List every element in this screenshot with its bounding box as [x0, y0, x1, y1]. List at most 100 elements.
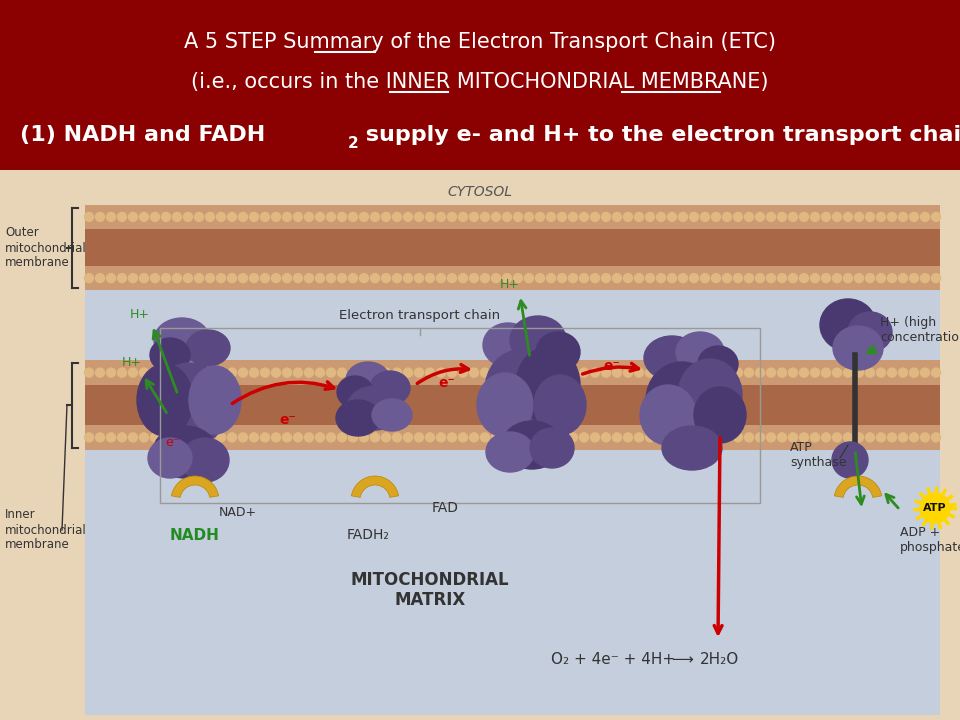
Text: supply e- and H+ to the electron transport chain.: supply e- and H+ to the electron transpo…	[358, 125, 960, 145]
Circle shape	[260, 212, 270, 222]
Ellipse shape	[502, 421, 562, 469]
Circle shape	[590, 274, 599, 282]
Circle shape	[602, 212, 611, 222]
Circle shape	[107, 212, 115, 222]
Ellipse shape	[640, 385, 696, 445]
Circle shape	[612, 368, 621, 377]
Circle shape	[679, 368, 687, 377]
Circle shape	[173, 368, 181, 377]
Circle shape	[117, 368, 127, 377]
Ellipse shape	[820, 299, 876, 351]
Circle shape	[161, 368, 171, 377]
Text: FADH₂: FADH₂	[347, 528, 390, 542]
Ellipse shape	[644, 336, 700, 380]
Circle shape	[139, 212, 149, 222]
Circle shape	[711, 274, 721, 282]
Circle shape	[546, 368, 556, 377]
Circle shape	[326, 368, 335, 377]
Text: e⁻: e⁻	[165, 436, 180, 449]
Circle shape	[766, 212, 776, 222]
Text: e⁻: e⁻	[439, 376, 455, 390]
Circle shape	[612, 433, 621, 442]
Circle shape	[580, 433, 588, 442]
Circle shape	[403, 212, 413, 222]
Circle shape	[238, 433, 248, 442]
Circle shape	[502, 274, 512, 282]
Text: H+: H+	[130, 308, 150, 322]
Circle shape	[393, 433, 401, 442]
Circle shape	[95, 368, 105, 377]
Text: (i.e., occurs in the INNER MITOCHONDRIAL MEMBRANE): (i.e., occurs in the INNER MITOCHONDRIAL…	[191, 72, 769, 92]
Circle shape	[657, 433, 665, 442]
Circle shape	[733, 433, 742, 442]
Circle shape	[711, 433, 721, 442]
Circle shape	[701, 433, 709, 442]
Circle shape	[338, 212, 347, 222]
Circle shape	[745, 212, 754, 222]
Circle shape	[238, 274, 248, 282]
Circle shape	[205, 368, 214, 377]
Circle shape	[95, 212, 105, 222]
Circle shape	[437, 274, 445, 282]
Circle shape	[623, 274, 633, 282]
Circle shape	[514, 368, 522, 377]
Circle shape	[359, 274, 369, 282]
Circle shape	[415, 433, 423, 442]
Circle shape	[546, 212, 556, 222]
Text: H+: H+	[500, 279, 520, 292]
Circle shape	[481, 433, 490, 442]
Ellipse shape	[150, 338, 190, 372]
Text: ⟶: ⟶	[671, 652, 693, 667]
Circle shape	[558, 274, 566, 282]
Circle shape	[173, 212, 181, 222]
Bar	[85, 360, 940, 385]
Circle shape	[338, 433, 347, 442]
Circle shape	[403, 368, 413, 377]
Text: e⁻: e⁻	[604, 359, 620, 373]
Text: ATP: ATP	[924, 503, 947, 513]
Ellipse shape	[189, 366, 241, 434]
Circle shape	[282, 368, 292, 377]
Circle shape	[536, 274, 544, 282]
Ellipse shape	[646, 362, 718, 438]
Circle shape	[590, 212, 599, 222]
Circle shape	[492, 368, 500, 377]
Ellipse shape	[137, 364, 193, 436]
Circle shape	[667, 212, 677, 222]
Circle shape	[294, 212, 302, 222]
Circle shape	[393, 274, 401, 282]
Circle shape	[139, 433, 149, 442]
Circle shape	[667, 274, 677, 282]
Circle shape	[756, 274, 764, 282]
Circle shape	[590, 433, 599, 442]
Bar	[0, 170, 960, 720]
Circle shape	[623, 368, 633, 377]
Circle shape	[381, 368, 391, 377]
Circle shape	[921, 274, 929, 282]
Circle shape	[558, 368, 566, 377]
Circle shape	[107, 368, 115, 377]
Text: (1) NADH and FADH: (1) NADH and FADH	[20, 125, 265, 145]
Circle shape	[887, 212, 897, 222]
Circle shape	[117, 433, 127, 442]
Ellipse shape	[486, 432, 534, 472]
Wedge shape	[351, 476, 398, 498]
Bar	[85, 425, 940, 450]
Ellipse shape	[153, 426, 217, 478]
Ellipse shape	[186, 330, 230, 366]
Circle shape	[304, 212, 314, 222]
Circle shape	[635, 433, 643, 442]
Ellipse shape	[337, 376, 373, 408]
Circle shape	[117, 274, 127, 282]
Circle shape	[326, 274, 335, 282]
Circle shape	[931, 274, 941, 282]
Circle shape	[899, 274, 907, 282]
Circle shape	[766, 274, 776, 282]
Circle shape	[447, 368, 457, 377]
Circle shape	[866, 212, 875, 222]
Circle shape	[899, 433, 907, 442]
Circle shape	[250, 212, 258, 222]
Circle shape	[756, 212, 764, 222]
Circle shape	[514, 274, 522, 282]
Circle shape	[183, 274, 193, 282]
